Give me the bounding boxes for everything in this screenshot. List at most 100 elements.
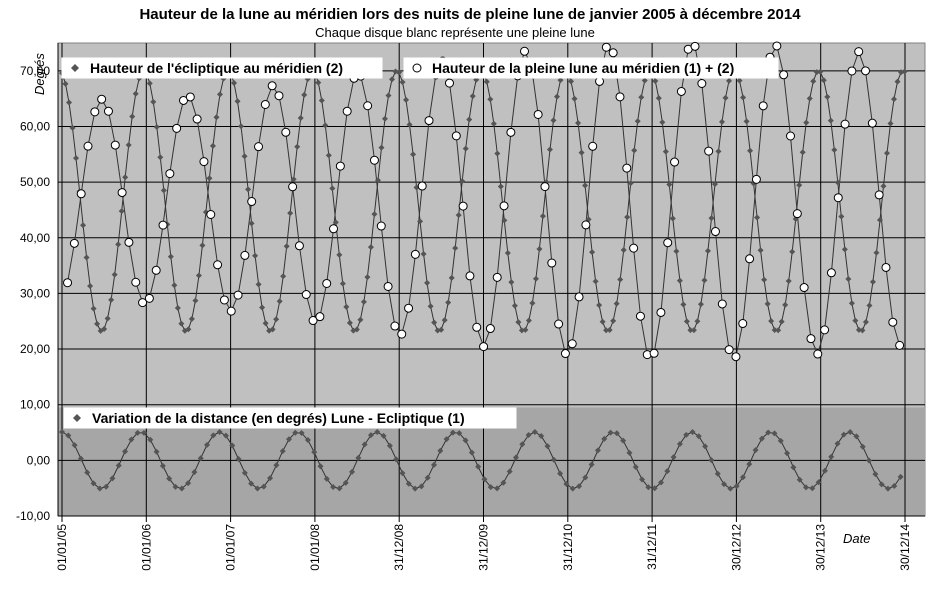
legend-full-moon: Hauteur de la pleine lune au méridien (1… <box>403 57 779 79</box>
ecliptic-point <box>891 96 898 103</box>
full-moon-point <box>656 307 666 317</box>
ecliptic-point <box>841 246 848 253</box>
distance-point <box>758 435 765 442</box>
ecliptic-point <box>427 303 434 310</box>
full-moon-point <box>206 210 216 219</box>
distance-point <box>594 447 601 454</box>
ecliptic-point <box>771 327 778 334</box>
legend-ecliptic: Hauteur de l'écliptique au méridien (2) <box>61 57 383 79</box>
distance-point <box>481 476 488 483</box>
full-moon-point <box>110 140 120 150</box>
full-moon-point <box>806 334 816 344</box>
full-moon-point <box>840 119 850 129</box>
distance-point <box>374 428 381 435</box>
full-moon-point <box>772 41 782 51</box>
x-tick-label: 31/12/11 <box>645 524 659 570</box>
distance-point <box>639 476 646 483</box>
ecliptic-point <box>862 319 869 326</box>
full-moon-point <box>547 258 557 268</box>
ecliptic-point <box>525 317 532 324</box>
full-moon-point <box>820 325 830 335</box>
ecliptic-point <box>806 95 813 102</box>
distance-point <box>323 475 330 482</box>
ecliptic-point <box>848 300 855 307</box>
x-tick-label: 31/12/09 <box>477 524 491 571</box>
full-moon-point <box>83 141 93 151</box>
ecliptic-point <box>704 247 711 254</box>
ecliptic-point <box>329 185 336 192</box>
full-moon-point <box>444 78 454 88</box>
ecliptic-point <box>866 302 873 309</box>
ecliptic-point <box>631 147 638 154</box>
distance-point <box>273 462 280 469</box>
ecliptic-point <box>553 93 560 100</box>
distance-point <box>866 457 873 464</box>
distance-point <box>475 463 482 470</box>
ecliptic-point <box>87 282 94 289</box>
ecliptic-point <box>736 77 743 84</box>
ecliptic-point <box>69 124 76 131</box>
distance-point <box>254 485 261 492</box>
distance-point <box>96 485 103 492</box>
distance-point <box>77 455 84 462</box>
ecliptic-point <box>494 150 501 157</box>
distance-point <box>525 431 532 438</box>
distance-point <box>298 430 305 437</box>
distance-point <box>122 448 129 455</box>
ecliptic-point <box>673 248 680 255</box>
distance-point <box>708 457 715 464</box>
full-moon-point <box>792 209 802 219</box>
full-moon-point <box>799 283 809 293</box>
distance-point <box>235 455 242 462</box>
y-axis-label: Degrés <box>32 53 47 95</box>
ecliptic-point <box>855 326 862 333</box>
distance-point <box>702 443 709 450</box>
distance-point <box>405 480 412 487</box>
distance-point <box>65 432 72 439</box>
full-moon-point <box>506 127 516 137</box>
distance-point <box>336 485 343 492</box>
full-moon-point <box>479 342 489 352</box>
distance-point <box>840 431 847 438</box>
distance-point <box>834 440 841 447</box>
y-tick-label: -10,00 <box>16 509 50 523</box>
full-moon-point <box>247 197 257 207</box>
full-moon-point <box>874 190 884 200</box>
ecliptic-point <box>452 245 459 252</box>
full-moon-point <box>63 278 73 288</box>
x-tick-label: 01/01/05 <box>55 524 69 571</box>
ecliptic-point <box>743 118 750 125</box>
legend-diamond-icon <box>73 414 81 422</box>
ecliptic-point <box>894 78 901 85</box>
distance-point <box>588 461 595 468</box>
distance-point <box>90 480 97 487</box>
distance-point <box>809 485 816 492</box>
x-tick-label: 31/12/10 <box>561 524 575 571</box>
ecliptic-point <box>676 277 683 284</box>
full-moon-point <box>888 317 898 327</box>
ecliptic-point <box>803 119 810 126</box>
ecliptic-point <box>557 77 564 84</box>
distance-point <box>544 443 551 450</box>
ecliptic-point <box>276 298 283 305</box>
ecliptic-point <box>357 316 364 323</box>
ecliptic-point <box>873 249 880 256</box>
full-moon-point <box>533 109 543 119</box>
full-moon-point <box>103 106 113 116</box>
distance-point <box>140 429 147 436</box>
distance-point <box>645 484 652 491</box>
distance-point <box>790 464 797 471</box>
full-moon-point <box>458 201 468 211</box>
ecliptic-point <box>582 182 589 189</box>
ecliptic-point <box>726 77 733 84</box>
ecliptic-point <box>511 302 518 309</box>
ecliptic-point <box>287 210 294 217</box>
ecliptic-point <box>610 317 617 324</box>
full-moon-point <box>131 277 141 287</box>
distance-point <box>557 470 564 477</box>
distance-point <box>538 433 545 440</box>
ecliptic-point <box>360 298 367 305</box>
ecliptic-point <box>740 94 747 101</box>
distance-point <box>796 476 803 483</box>
ecliptic-point <box>641 77 648 84</box>
